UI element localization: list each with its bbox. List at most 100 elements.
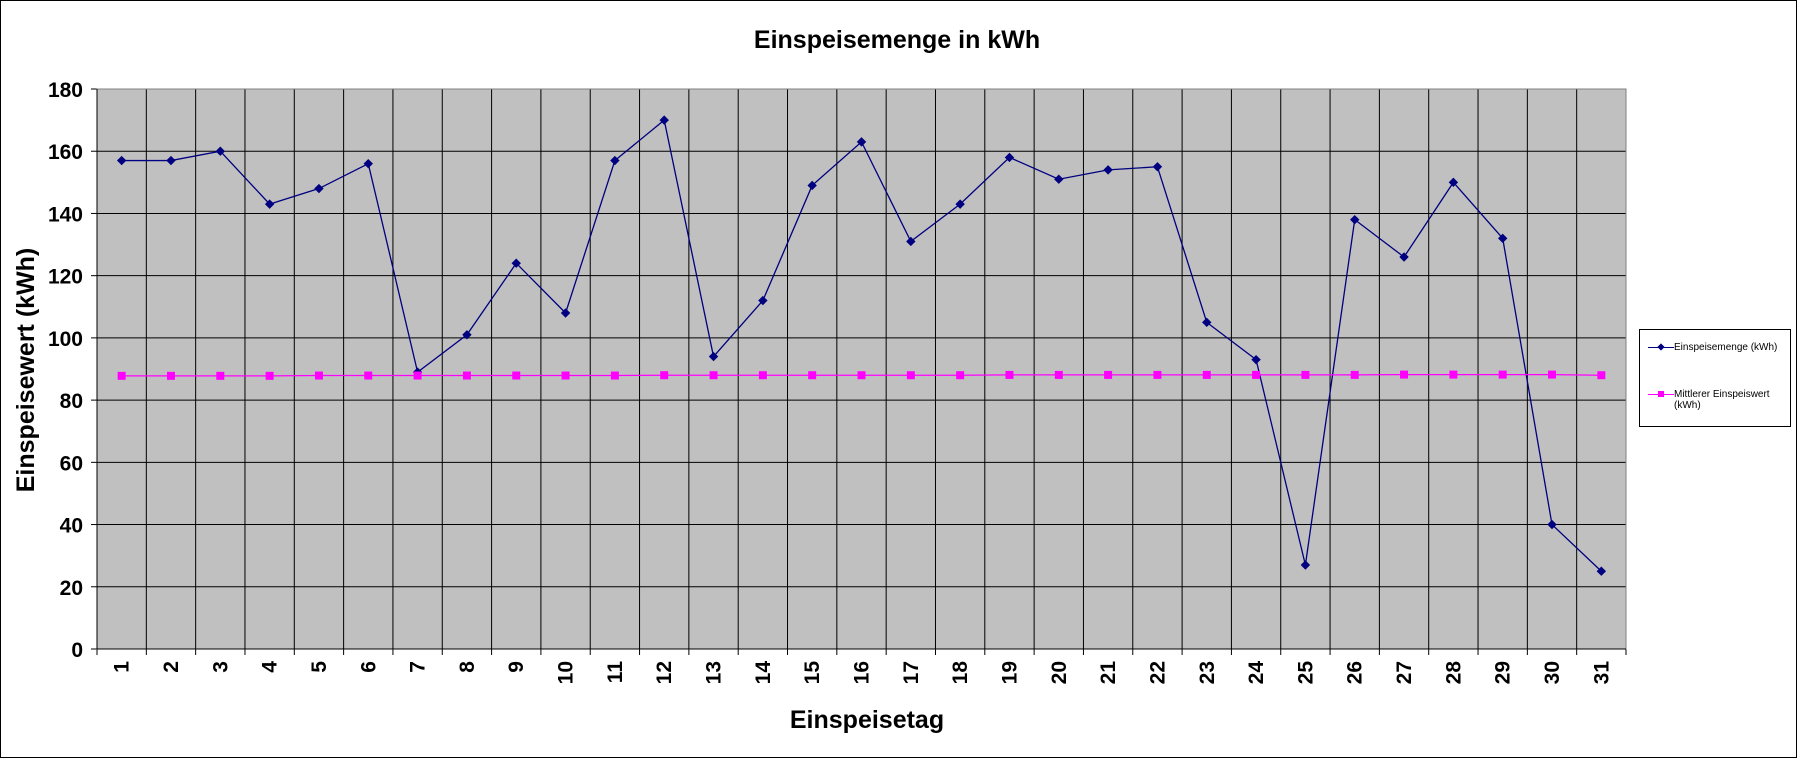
series-2-point [364,371,373,380]
series-2-point [561,371,570,380]
square-marker-icon [1648,389,1674,399]
x-tick-label: 30 [1541,661,1564,684]
series-1-point [511,258,521,268]
series-1-point [1547,519,1557,530]
series-2-point [1400,370,1409,379]
series-2-point [1597,371,1606,380]
x-tick-label: 19 [998,661,1021,684]
series-1-point [1596,566,1607,576]
series-1-point [264,199,275,209]
series-1-point [314,183,324,194]
legend-entry-series-2: Mittlerer Einspeiswert (kWh) [1648,389,1782,411]
x-tick-label: 23 [1196,661,1219,684]
x-tick-label: 1 [111,661,134,673]
x-tick-label: 9 [505,661,528,673]
series-1-point [1004,152,1015,163]
x-tick-label: 17 [900,661,923,684]
x-tick-label: 29 [1492,661,1515,684]
series-1-point [1350,214,1360,225]
series-2-point [216,371,225,380]
series-1-point [116,155,127,166]
series-2-point [1054,370,1063,379]
x-tick-label: 18 [949,661,972,685]
series-1-point [1497,233,1508,244]
x-tick-label: 4 [259,661,282,673]
series-1-point [560,308,571,318]
series-2-point [1449,370,1458,379]
x-tick-label: 31 [1590,661,1613,685]
series-2-point [1104,370,1113,379]
x-tick-label: 27 [1393,661,1416,684]
x-tick-label: 5 [308,661,331,673]
y-tick-label: 160 [48,141,83,164]
y-tick-label: 140 [48,203,83,226]
series-2-point [512,371,521,380]
x-tick-label: 21 [1097,661,1120,685]
x-tick-label: 8 [456,661,479,673]
series-2-point [709,371,718,380]
series-2-point [660,371,669,380]
series-2-point [956,371,965,380]
series-1-point [758,295,768,306]
series-2-point [117,371,126,380]
chart-legend: Einspeisemenge (kWh) Mittlerer Einspeisw… [1639,329,1791,427]
series-1-point [363,158,373,169]
x-tick-label: 2 [160,661,183,673]
x-tick-label: 10 [555,661,578,684]
legend-label: Einspeisemenge (kWh) [1674,342,1778,353]
x-tick-label: 14 [752,661,775,685]
series-2-point [1005,370,1014,379]
x-tick-label: 11 [604,661,627,684]
x-tick-label: 6 [357,661,380,673]
series-2-point [610,371,619,380]
x-tick-label: 7 [407,661,430,673]
series-1-point [1251,354,1261,365]
series-1-point [215,146,226,156]
y-tick-label: 60 [60,452,83,475]
series-1-point [166,155,176,166]
series-2-point [1202,370,1211,379]
x-tick-label: 12 [653,661,676,684]
x-tick-label: 24 [1245,661,1268,685]
x-axis-title: Einspeisetag [790,706,944,734]
x-tick-label: 15 [801,661,824,685]
series-1-point [1103,165,1113,175]
series-1-point [1399,252,1409,262]
series-2-point [1548,370,1557,379]
series-1-point [1202,317,1212,328]
chart-title: Einspeisemenge in kWh [754,26,1040,54]
series-2-point [413,371,422,380]
series-1-point [856,137,867,147]
series-2-point [1498,370,1507,379]
series-2-point [462,371,471,380]
x-tick-label: 3 [209,661,232,673]
x-tick-label: 25 [1294,661,1317,685]
series-1-point [462,330,472,340]
series-1-point [1152,162,1163,172]
series-1-point [659,115,669,125]
series-2-point [314,371,323,380]
y-tick-label: 80 [60,390,83,413]
y-tick-label: 100 [48,328,83,351]
y-tick-label: 0 [71,639,83,662]
y-tick-label: 20 [60,577,83,600]
series-2-point [1301,370,1310,379]
series-1-point [955,199,965,209]
x-tick-label: 22 [1146,661,1169,684]
series-2-point [265,371,274,380]
series-1-point [708,351,719,362]
series-2-point [857,371,866,380]
y-tick-label: 120 [48,266,83,289]
series-2-point [166,371,175,380]
plot-background [97,89,1626,649]
series-1-point [807,180,817,191]
series-2-point [1252,370,1261,379]
series-2-point [1350,370,1359,379]
diamond-marker-icon [1648,342,1674,352]
y-tick-label: 180 [48,79,83,102]
legend-entry-series-1: Einspeisemenge (kWh) [1648,342,1782,353]
series-2-point [906,371,915,380]
series-1-point [1300,560,1311,570]
